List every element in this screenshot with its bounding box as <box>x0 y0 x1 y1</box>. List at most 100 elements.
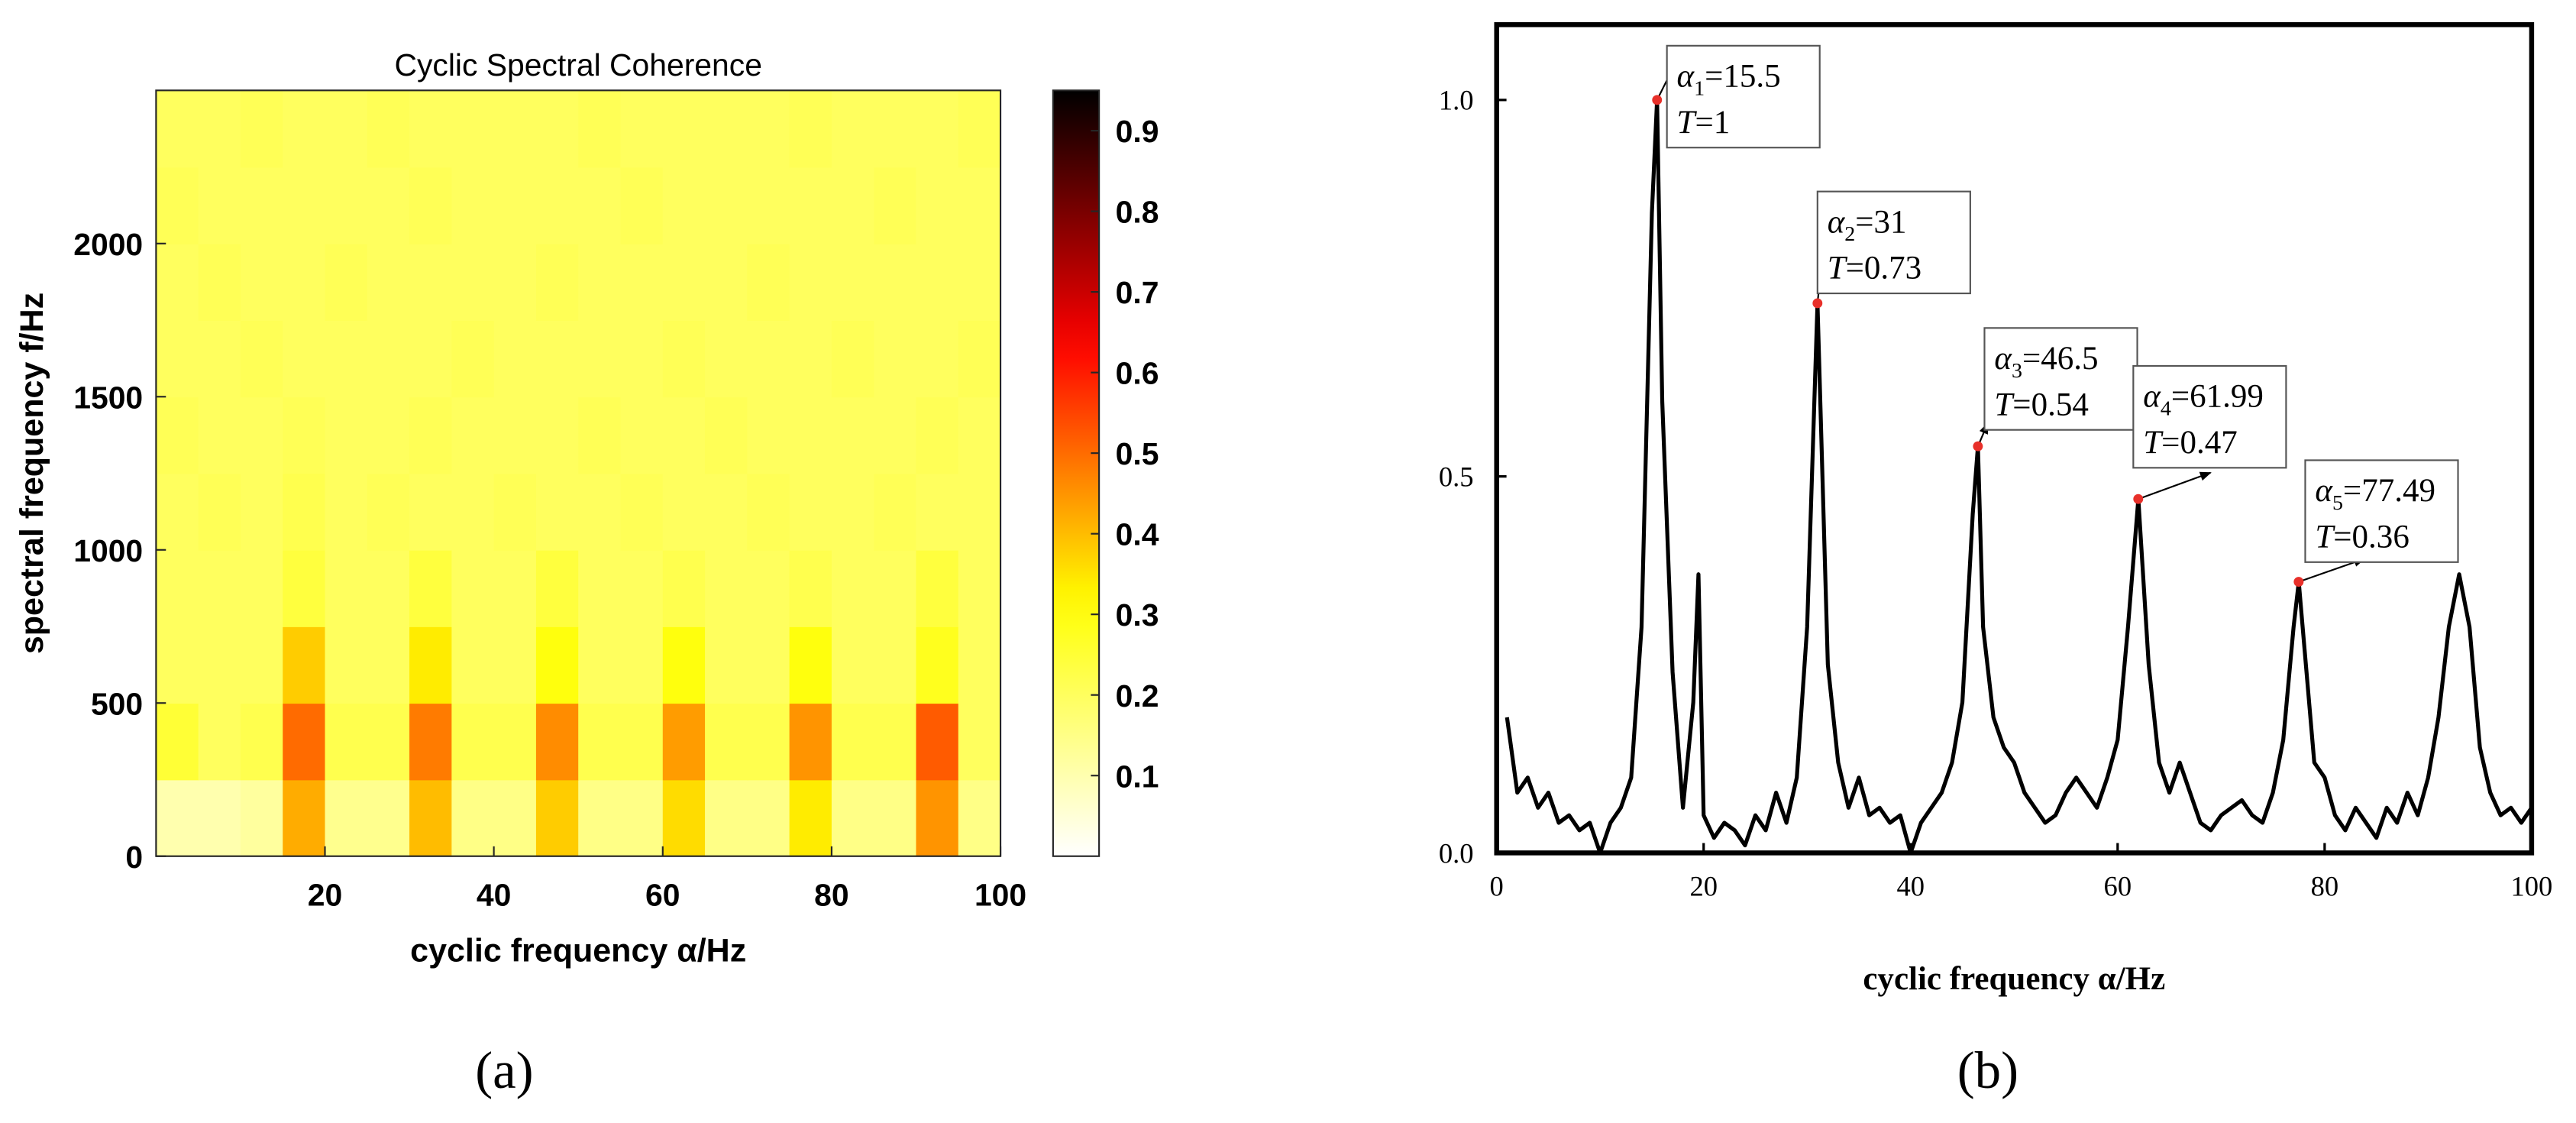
data-line <box>1505 98 2534 856</box>
heat-cell <box>705 90 748 168</box>
heat-cell <box>198 167 241 244</box>
heat-cell <box>789 396 832 474</box>
heat-cell <box>283 779 326 857</box>
heat-cell <box>578 703 622 781</box>
heat-cell <box>705 473 748 551</box>
heat-cell <box>578 549 622 627</box>
annotation-text: α4=61.99 <box>2143 379 2264 421</box>
heat-cell <box>958 396 1001 474</box>
heat-cell <box>874 243 917 321</box>
heat-cell <box>958 549 1001 627</box>
heat-cell <box>705 549 748 627</box>
y-tick-label: 1000 <box>73 533 143 568</box>
heat-cell <box>451 779 495 857</box>
annotation-symbol: α <box>1828 204 1846 240</box>
heat-cell <box>705 320 748 398</box>
heat-cell <box>493 320 537 398</box>
heat-cell <box>916 243 959 321</box>
colorbar <box>1052 89 1101 857</box>
x-axis-label: cyclic frequency α/Hz <box>1863 961 2165 997</box>
heat-cell <box>747 396 790 474</box>
y-tick-label: 2000 <box>73 227 143 262</box>
annotation-text: T=1 <box>1677 105 1731 141</box>
heat-cell <box>198 90 241 168</box>
heat-cell <box>578 167 622 244</box>
heat-cell <box>451 703 495 781</box>
heat-cell <box>747 626 790 704</box>
colorbar-tick-label: 0.7 <box>1116 275 1159 310</box>
heat-cell <box>535 320 580 398</box>
heat-cell <box>789 167 832 244</box>
annotation-index: 5 <box>2332 491 2343 515</box>
heat-cell <box>578 243 622 321</box>
heat-cell <box>916 703 959 781</box>
colorbar-tick-label: 0.4 <box>1116 517 1159 552</box>
colorbar-tick-label: 0.1 <box>1116 759 1159 794</box>
heat-cell <box>325 473 368 551</box>
peak-marker <box>1812 298 1823 309</box>
heat-cell <box>409 396 453 474</box>
annotation-box <box>1816 190 1971 295</box>
x-tick-label: 100 <box>974 877 1026 912</box>
y-tick-label: 0.0 <box>1439 837 1474 869</box>
heat-cell <box>198 243 241 321</box>
heat-cell <box>535 243 580 321</box>
heat-cell <box>325 90 368 168</box>
annotation-text: T=0.36 <box>2315 519 2409 555</box>
plot-frame <box>155 89 1002 857</box>
heat-cell <box>916 320 959 398</box>
heat-cell <box>874 320 917 398</box>
heat-cell <box>831 243 875 321</box>
heat-cell <box>958 703 1001 781</box>
heat-cell <box>620 703 664 781</box>
annotation-index: 2 <box>1844 222 1855 246</box>
heat-cell <box>874 626 917 704</box>
annotation-text: T=0.47 <box>2143 425 2237 461</box>
heat-cell <box>874 90 917 168</box>
heat-cell <box>831 703 875 781</box>
y-tick-label: 1500 <box>73 380 143 415</box>
heat-cell <box>620 473 664 551</box>
heat-cell <box>283 473 326 551</box>
colorbar-tick-label: 0.8 <box>1116 195 1159 230</box>
heat-cell <box>240 243 284 321</box>
heat-cell <box>367 396 410 474</box>
heat-cell <box>535 626 580 704</box>
heat-cell <box>156 779 199 857</box>
heat-cell <box>620 549 664 627</box>
annotation-symbol: T <box>1677 105 1698 141</box>
annotation-value: =0.47 <box>2161 425 2238 461</box>
heat-cell <box>874 703 917 781</box>
heat-cell <box>705 703 748 781</box>
heat-cell <box>240 626 284 704</box>
annotation-value: =0.54 <box>2012 387 2089 422</box>
annotation-value: =61.99 <box>2171 379 2264 415</box>
heat-cell <box>240 90 284 168</box>
annotation-index: 3 <box>2012 359 2022 383</box>
colorbar-tick-label: 0.3 <box>1116 597 1159 633</box>
heat-cell <box>325 396 368 474</box>
heat-cell <box>705 626 748 704</box>
annotation-symbol: T <box>2315 519 2335 555</box>
annotation-box <box>2304 459 2459 563</box>
annotation-arrow <box>2138 471 2212 500</box>
annotation-symbol: α <box>2143 379 2161 415</box>
heat-cell <box>409 167 453 244</box>
heat-cell <box>705 396 748 474</box>
heat-cell <box>831 90 875 168</box>
heat-cell <box>789 320 832 398</box>
heat-cell <box>874 779 917 857</box>
peak-marker <box>2133 494 2144 504</box>
heat-cell <box>156 396 199 474</box>
annotation-value: =1 <box>1695 105 1731 141</box>
annotation-box <box>1666 44 1821 149</box>
heat-cell <box>535 396 580 474</box>
annotation-symbol: α <box>1677 59 1695 95</box>
heat-cell <box>283 167 326 244</box>
heat-cell <box>409 626 453 704</box>
x-tick-label: 60 <box>2104 870 2132 901</box>
heat-cell <box>240 549 284 627</box>
annotation-box <box>1983 327 2138 431</box>
